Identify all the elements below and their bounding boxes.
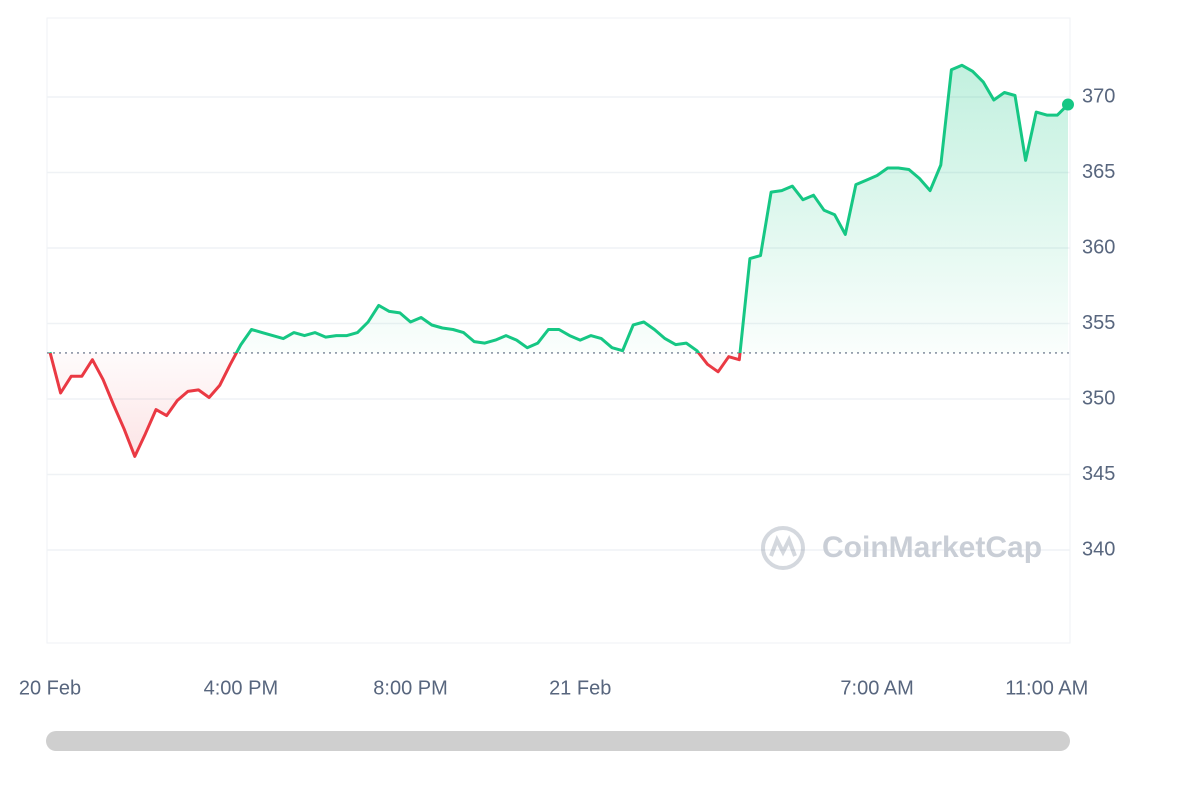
marks — [48, 63, 1074, 458]
x-tick-label: 8:00 PM — [373, 677, 447, 699]
price-line — [48, 63, 1070, 458]
watermark-logo — [761, 526, 805, 570]
x-tick-label: 20 Feb — [19, 677, 81, 699]
x-tick-label: 21 Feb — [549, 677, 611, 699]
y-tick-label: 370 — [1082, 85, 1115, 107]
x-tick-label: 7:00 AM — [840, 677, 913, 699]
scrollbar[interactable] — [46, 731, 1070, 751]
x-tick-label: 4:00 PM — [204, 677, 278, 699]
y-tick-label: 340 — [1082, 538, 1115, 560]
watermark: CoinMarketCap — [822, 531, 1042, 564]
area — [50, 65, 1068, 457]
y-tick-label: 365 — [1082, 161, 1115, 183]
y-tick-label: 350 — [1082, 387, 1115, 409]
plot-frame — [46, 17, 1071, 644]
y-tick-label: 360 — [1082, 236, 1115, 258]
y-tick-label: 355 — [1082, 312, 1115, 334]
y-tick-label: 345 — [1082, 463, 1115, 485]
x-tick-label: 11:00 AM — [1005, 677, 1088, 699]
last-point — [1062, 98, 1074, 111]
